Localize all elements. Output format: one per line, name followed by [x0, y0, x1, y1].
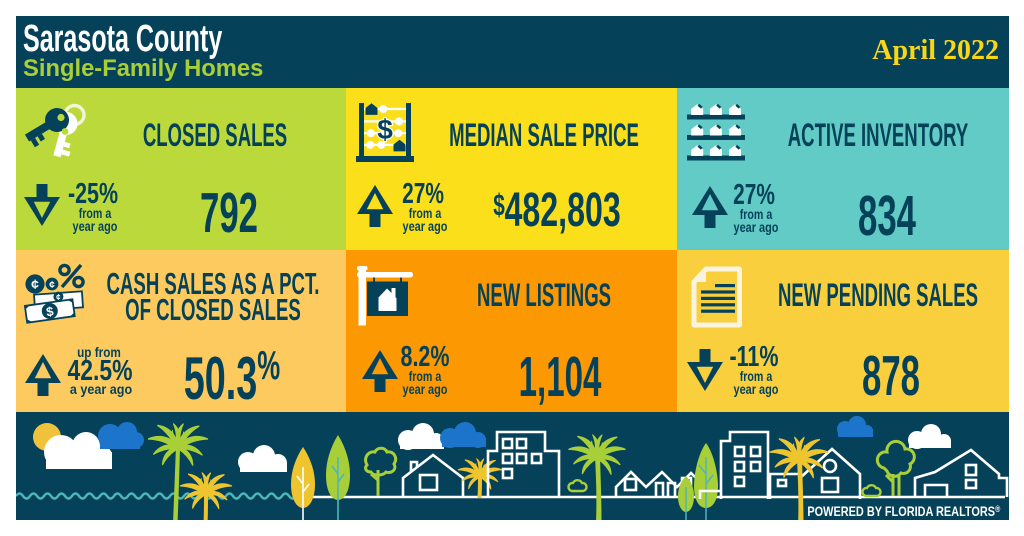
svg-text:$: $	[45, 303, 55, 319]
svg-text:¢: ¢	[49, 280, 55, 291]
svg-text:¢: ¢	[31, 276, 39, 292]
svg-text:¢: ¢	[56, 293, 61, 302]
svg-text:$: $	[377, 114, 393, 145]
